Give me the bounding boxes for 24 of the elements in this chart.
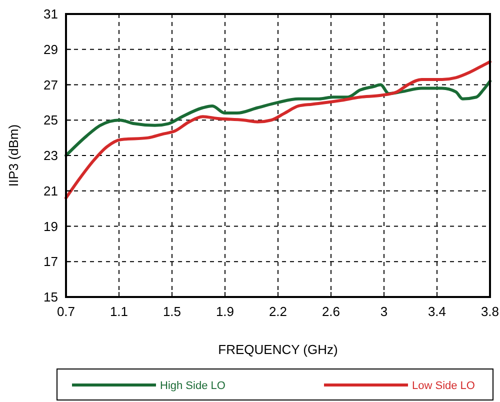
y-tick-label: 23 — [44, 148, 58, 163]
y-tick-label: 31 — [44, 6, 58, 22]
text: High Side LO — [160, 380, 226, 392]
x-tick-label: 2.6 — [322, 304, 340, 319]
x-tick-label: 1.9 — [216, 304, 234, 319]
y-tick-label: 15 — [44, 290, 58, 304]
y-axis-title: IIP3 (dBm) — [6, 124, 21, 187]
line-series — [64, 80, 492, 157]
line-series — [64, 60, 492, 200]
y-tick-label: 21 — [44, 183, 58, 198]
y-tick-label: 19 — [44, 218, 58, 234]
x-axis-title: FREQUENCY (GHz) — [218, 342, 338, 357]
x-tick-label: 2.2 — [268, 304, 288, 319]
x-tick-label: 1.1 — [110, 304, 128, 319]
x-tick-label: 3.8 — [480, 304, 500, 319]
x-tick-label: 1.5 — [162, 304, 182, 319]
y-tick-label: 27 — [44, 77, 58, 92]
x-tick-label: 0.7 — [56, 304, 76, 319]
y-tick-label: 25 — [44, 112, 58, 128]
y-tick-label: 29 — [44, 42, 58, 57]
x-tick-label: 3 — [380, 304, 388, 319]
x-tick-label: 3.4 — [428, 304, 446, 319]
y-tick-label: 17 — [44, 254, 58, 270]
text: Low Side LO — [412, 380, 476, 392]
